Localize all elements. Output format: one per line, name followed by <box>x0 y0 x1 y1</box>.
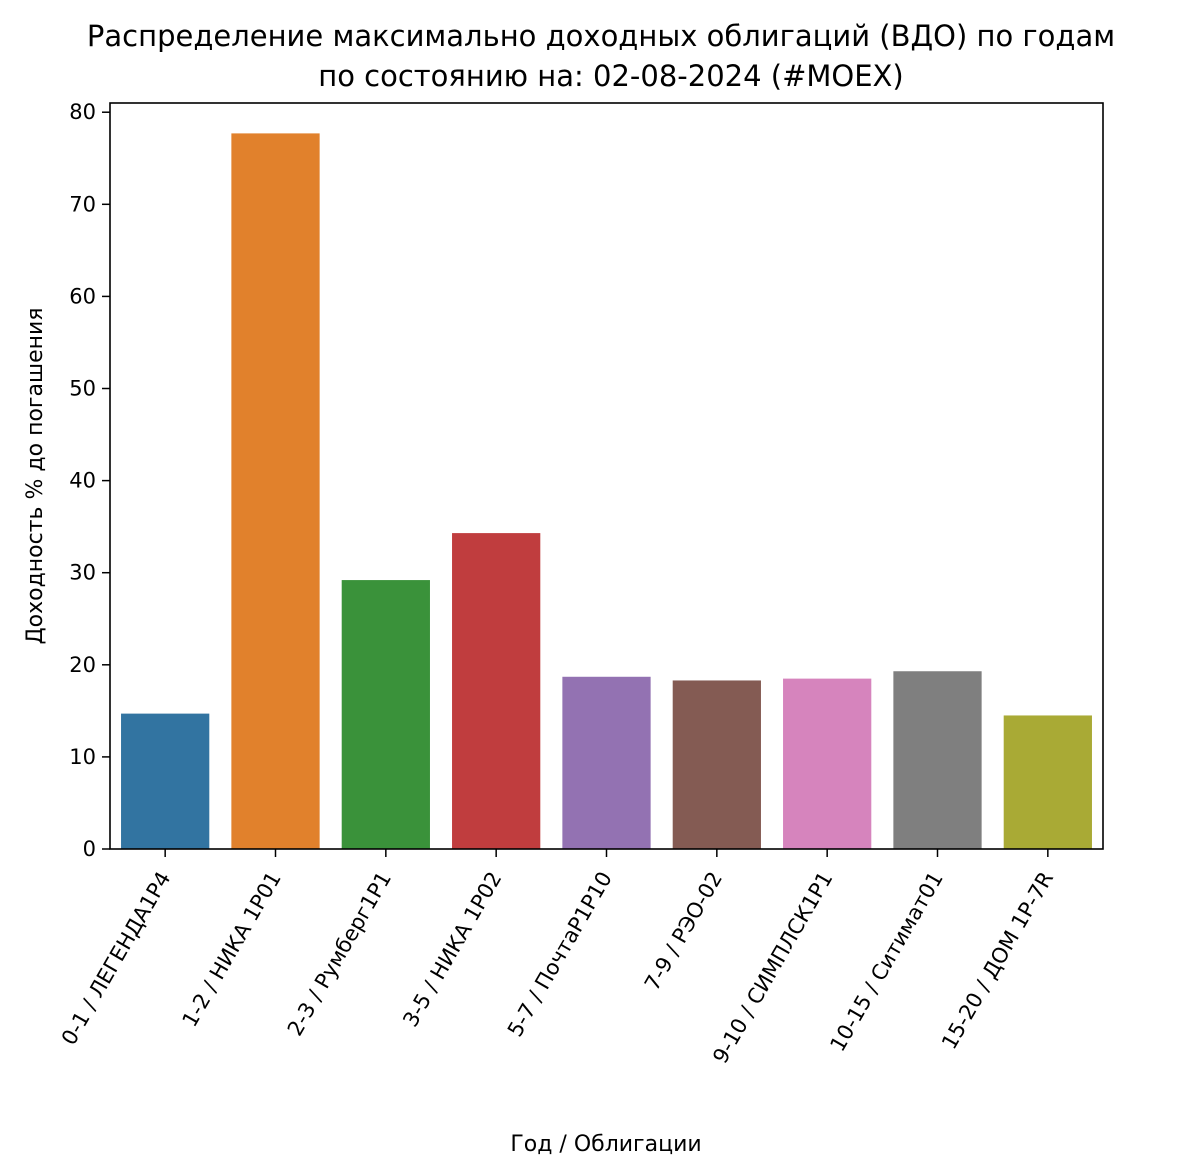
chart-title-line-1: Распределение максимально доходных облиг… <box>87 19 1115 53</box>
y-tick-label: 70 <box>69 192 96 216</box>
x-tick-label: 9-10 / СИМПЛСК1Р1 <box>708 868 837 1068</box>
x-tick-label: 3-5 / НИКА 1Р02 <box>398 868 506 1031</box>
x-tick-label: 15-20 / ДОМ 1Р-7R <box>937 868 1058 1054</box>
bar <box>1003 715 1092 849</box>
bar <box>783 678 872 849</box>
x-tick-label: 2-3 / Румберг1Р1 <box>283 868 396 1040</box>
bar <box>672 680 761 849</box>
y-tick-label: 40 <box>69 469 96 493</box>
y-axis-title: Доходность % до погашения <box>23 307 48 644</box>
bar <box>341 580 430 849</box>
y-axis: 0 10 20 30 40 50 60 70 80 <box>69 100 110 861</box>
y-tick-label: 30 <box>69 561 96 585</box>
bar <box>231 133 320 850</box>
y-tick-label: 50 <box>69 377 96 401</box>
y-tick-label: 80 <box>69 100 96 124</box>
y-tick-label: 10 <box>69 745 96 769</box>
bar <box>893 671 982 849</box>
y-tick-label: 20 <box>69 653 96 677</box>
bar <box>562 676 651 849</box>
bars-group <box>121 133 1092 850</box>
x-tick-label: 5-7 / ПочтаР1Р10 <box>503 868 617 1041</box>
x-tick-label: 10-15 / Ситимат01 <box>825 868 947 1056</box>
y-tick-label: 60 <box>69 284 96 308</box>
plot-frame <box>109 102 1104 850</box>
x-tick-label: 0-1 / ЛЕГЕНДА1Р4 <box>57 868 176 1050</box>
chart-title-line-2: по состоянию на: 02-08-2024 (#MOEX) <box>318 59 904 93</box>
x-tick-label: 1-2 / НИКА 1Р01 <box>178 868 286 1031</box>
bar <box>121 713 210 849</box>
bar <box>452 533 541 849</box>
x-axis-title: Год / Облигации <box>510 1132 701 1157</box>
y-tick-label: 0 <box>83 837 96 861</box>
x-tick-label: 7-9 / РЭО-02 <box>640 868 727 995</box>
